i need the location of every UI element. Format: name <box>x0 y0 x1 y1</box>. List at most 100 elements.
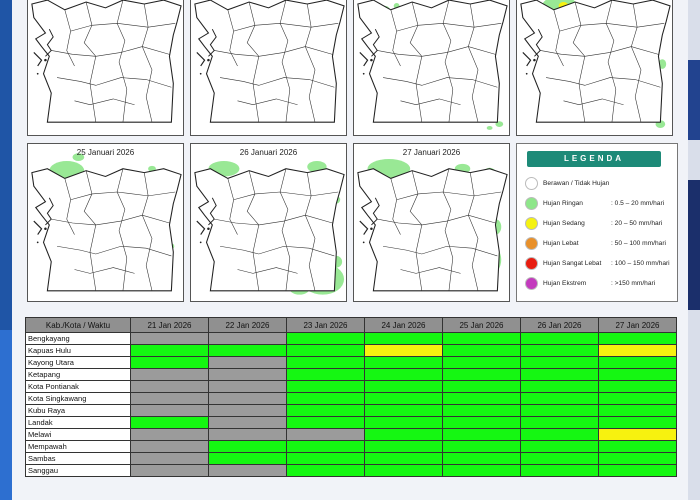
forecast-cell <box>364 380 443 393</box>
map-graphic <box>357 159 508 292</box>
forecast-cell <box>286 404 365 417</box>
forecast-cell <box>442 452 521 465</box>
table-body: Bengkayang Kapuas Hulu Kayong Utara Ketapan… <box>25 332 677 477</box>
forecast-cell <box>130 392 209 405</box>
table-row: Kubu Raya <box>25 404 677 417</box>
forecast-cell <box>598 332 677 345</box>
forecast-cell <box>130 464 209 477</box>
legend-range: : 50 – 100 mm/hari <box>611 240 666 247</box>
forecast-cell <box>442 332 521 345</box>
forecast-cell <box>130 356 209 369</box>
forecast-cell <box>286 344 365 357</box>
forecast-cell <box>208 428 287 441</box>
forecast-cell <box>286 452 365 465</box>
legend-range: : 100 – 150 mm/hari <box>611 260 670 267</box>
map-legend: LEGENDA Berawan / Tidak Hujan Hujan Ring… <box>516 143 678 302</box>
legend-range: : 20 – 50 mm/hari <box>611 220 663 227</box>
forecast-cell <box>520 428 599 441</box>
table-row: Kapuas Hulu <box>25 344 677 357</box>
forecast-cell <box>208 392 287 405</box>
forecast-cell <box>442 344 521 357</box>
table-row: Sambas <box>25 452 677 465</box>
header-cell: 22 Jan 2026 <box>208 317 287 333</box>
forecast-cell <box>208 380 287 393</box>
map-title: 27 Januari 2026 <box>402 148 461 157</box>
forecast-cell <box>364 452 443 465</box>
forecast-cell <box>364 344 443 357</box>
legend-label: Hujan Lebat <box>543 240 579 247</box>
forecast-cell <box>208 464 287 477</box>
rain-map-day-2 <box>190 0 347 136</box>
forecast-cell <box>286 356 365 369</box>
table-row: Ketapang <box>25 368 677 381</box>
forecast-cell <box>520 392 599 405</box>
map-graphic <box>357 0 508 130</box>
forecast-cell <box>520 440 599 453</box>
table-row: Kota Singkawang <box>25 392 677 405</box>
forecast-cell <box>598 368 677 381</box>
right-accent-bar-dark-2 <box>688 180 700 310</box>
header-cell: 26 Jan 2026 <box>520 317 599 333</box>
forecast-cell <box>130 452 209 465</box>
region-name-cell: Kota Singkawang <box>25 392 131 405</box>
forecast-cell <box>598 416 677 429</box>
forecast-cell <box>364 440 443 453</box>
forecast-cell <box>442 464 521 477</box>
forecast-cell <box>598 404 677 417</box>
rain-map-25-jan: 25 Januari 2026 <box>27 143 184 302</box>
region-name-cell: Ketapang <box>25 368 131 381</box>
forecast-cell <box>130 416 209 429</box>
forecast-cell <box>598 344 677 357</box>
forecast-cell <box>286 440 365 453</box>
forecast-cell <box>130 368 209 381</box>
table-row: Landak <box>25 416 677 429</box>
map-graphic <box>194 0 345 123</box>
region-name-cell: Bengkayang <box>25 332 131 345</box>
header-cell: 27 Jan 2026 <box>598 317 677 333</box>
forecast-cell <box>286 368 365 381</box>
forecast-cell <box>442 392 521 405</box>
region-name-cell: Melawi <box>25 428 131 441</box>
table-row: Sanggau <box>25 464 677 477</box>
forecast-cell <box>598 464 677 477</box>
forecast-cell <box>130 344 209 357</box>
forecast-cell <box>520 452 599 465</box>
rain-map-day-3 <box>353 0 510 136</box>
region-name-cell: Kayong Utara <box>25 356 131 369</box>
map-title: 26 Januari 2026 <box>239 148 298 157</box>
forecast-cell <box>520 416 599 429</box>
forecast-cell <box>598 428 677 441</box>
forecast-cell <box>130 404 209 417</box>
forecast-cell <box>364 464 443 477</box>
region-name-cell: Sambas <box>25 452 131 465</box>
table-row: Bengkayang <box>25 332 677 345</box>
region-name-cell: Kapuas Hulu <box>25 344 131 357</box>
forecast-cell <box>286 380 365 393</box>
forecast-cell <box>364 428 443 441</box>
rain-forecast-table: Kab./Kota / Waktu 21 Jan 2026 22 Jan 202… <box>25 317 677 477</box>
legend-swatch <box>525 197 538 210</box>
legend-range: : >150 mm/hari <box>611 280 656 287</box>
forecast-cell <box>442 440 521 453</box>
map-title: 25 Januari 2026 <box>76 148 135 157</box>
legend-swatch <box>525 217 538 230</box>
forecast-cell <box>442 368 521 381</box>
legend-label: Hujan Ekstrem <box>543 280 587 287</box>
forecast-cell <box>130 440 209 453</box>
legend-swatch <box>525 177 538 190</box>
forecast-cell <box>130 332 209 345</box>
header-cell: 23 Jan 2026 <box>286 317 365 333</box>
forecast-cell <box>598 356 677 369</box>
forecast-cell <box>286 332 365 345</box>
forecast-cell <box>364 416 443 429</box>
forecast-cell <box>286 416 365 429</box>
header-cell: 21 Jan 2026 <box>130 317 209 333</box>
rain-map-day-1 <box>27 0 184 136</box>
forecast-cell <box>442 416 521 429</box>
legend-label: Hujan Sangat Lebat <box>543 260 602 267</box>
forecast-cell <box>598 452 677 465</box>
forecast-cell <box>598 440 677 453</box>
forecast-cell <box>598 392 677 405</box>
table-row: Mempawah <box>25 440 677 453</box>
legend-label: Hujan Sedang <box>543 220 585 227</box>
